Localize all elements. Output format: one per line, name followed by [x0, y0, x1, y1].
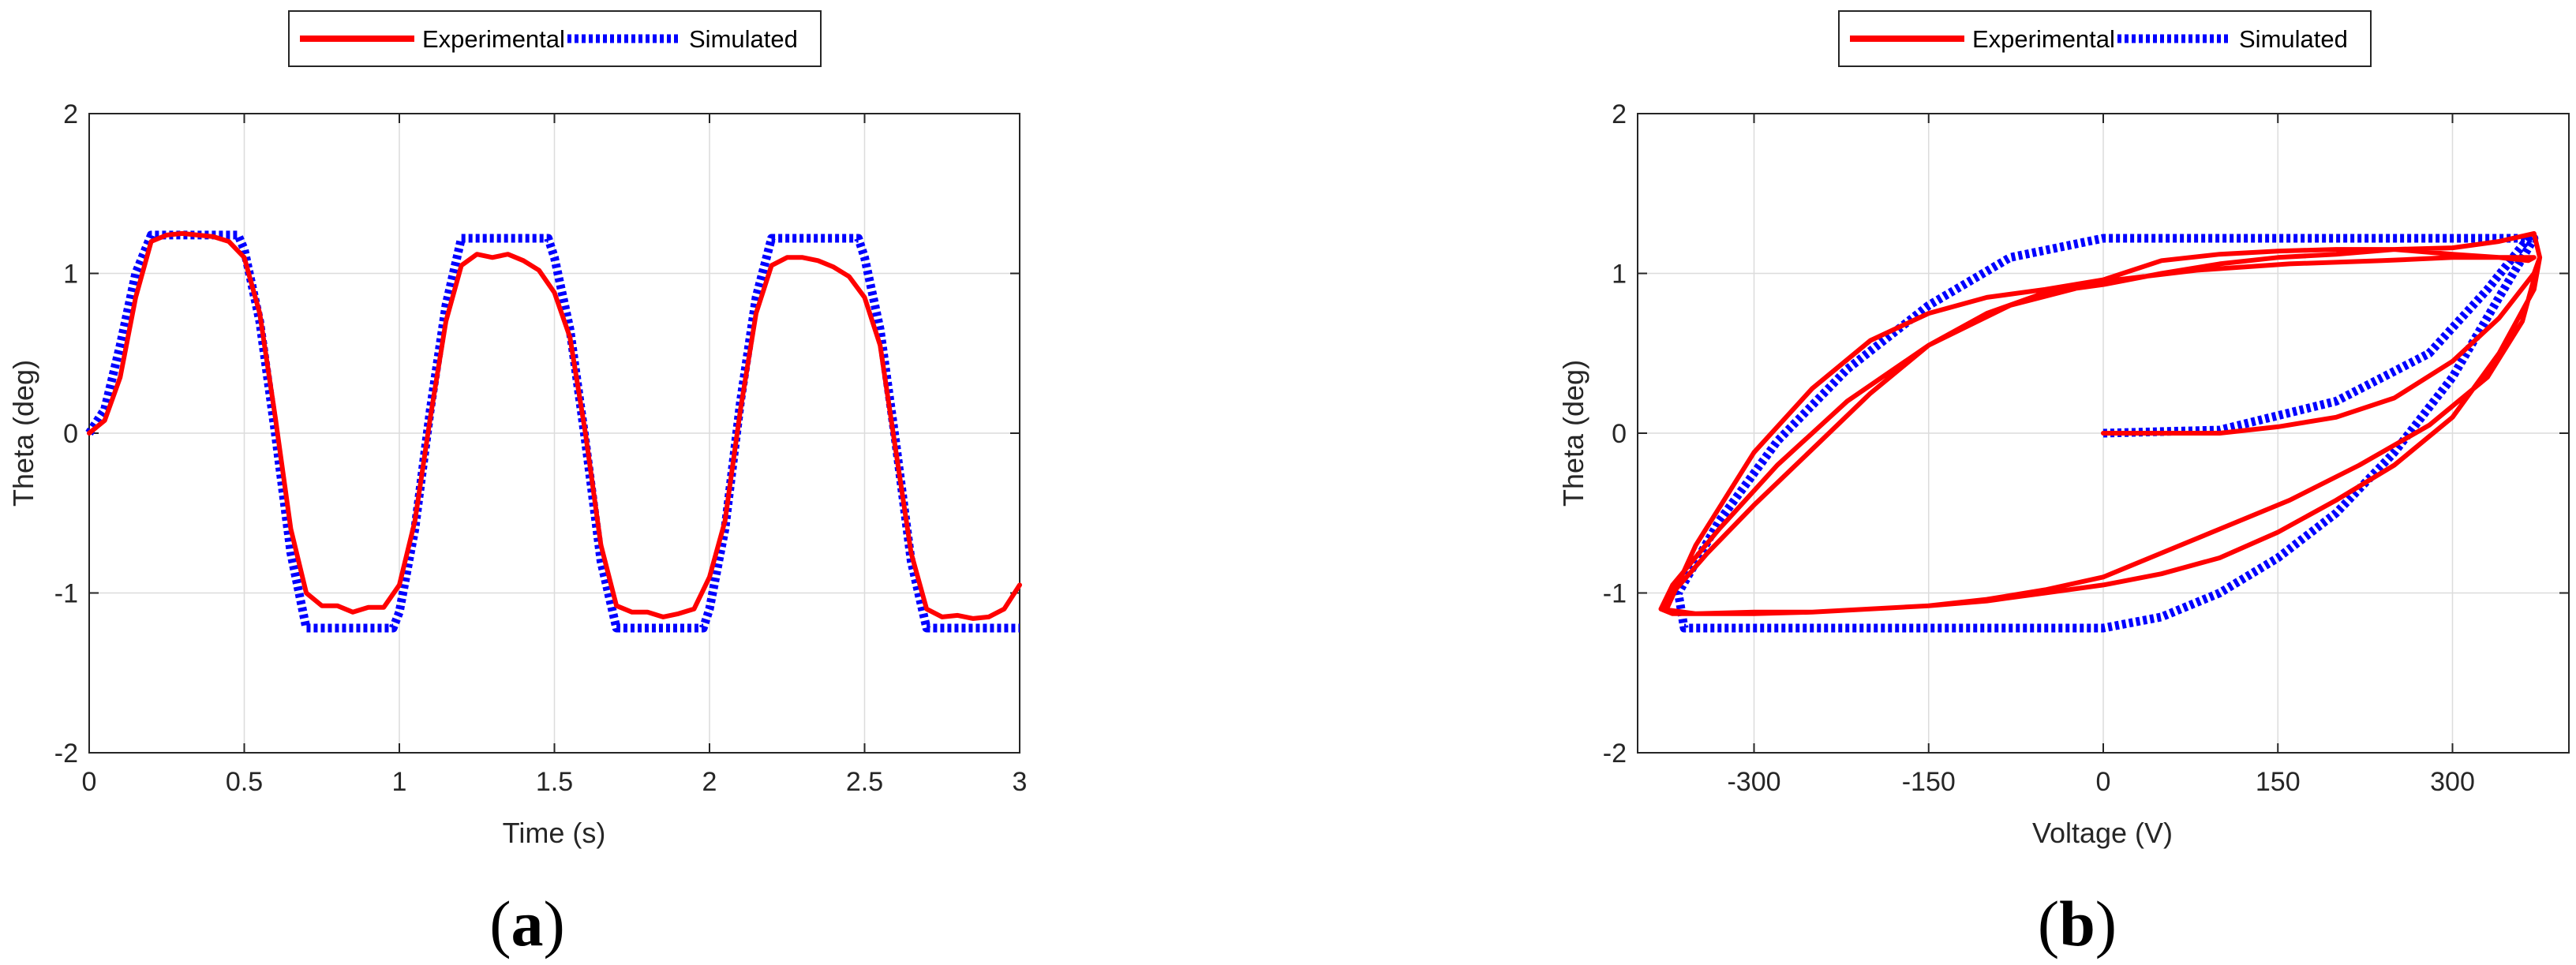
x-tick-label-b: -150 [1902, 767, 1956, 797]
y-axis-label-a: Theta (deg) [7, 360, 39, 507]
x-tick-label-b: 150 [2256, 767, 2301, 797]
y-tick-label-a: -1 [54, 579, 78, 609]
y-tick-label-b: -1 [1603, 579, 1627, 609]
x-tick-label-a: 1.5 [536, 767, 573, 797]
x-tick-label-a: 3 [1013, 767, 1028, 797]
series-b [1658, 230, 2543, 633]
y-tick-label-b: 0 [1612, 419, 1627, 449]
x-tick-label-b: 0 [2096, 767, 2111, 797]
y-tick-label-a: 1 [63, 260, 78, 290]
legend-a: Experimental Simulated [288, 10, 822, 67]
ticks-a: 0 0.5 1 1.5 2 2.5 3 -2 -1 0 1 2 [54, 99, 1028, 797]
x-tick-label-a: 2 [702, 767, 717, 797]
y-tick-label-a: -2 [54, 739, 78, 769]
series-line-experimental-b [1658, 230, 2543, 616]
chart-panel-b: -300 -150 0 150 300 -2 -1 0 1 2 Voltage (V) Theta… [1557, 10, 2570, 959]
x-tick-label-a: 1 [392, 767, 407, 797]
series-a [85, 230, 1022, 633]
series-line-simulated-a [85, 230, 1020, 633]
y-tick-label-b: 2 [1612, 99, 1627, 129]
caption-close-b: ) [2095, 888, 2117, 959]
series-line-simulated-b [1674, 234, 2539, 633]
y-tick-label-b: -2 [1603, 739, 1627, 769]
caption-a: (a) [489, 888, 565, 959]
ticks-b: -300 -150 0 150 300 -2 -1 0 1 2 [1603, 99, 2569, 797]
legend-b: Experimental Simulated [1838, 10, 2372, 67]
y-tick-label-a: 0 [63, 419, 78, 449]
grid-a [88, 113, 1020, 754]
caption-letter-b: b [2059, 888, 2095, 959]
y-axis-label-b: Theta (deg) [1557, 360, 1589, 507]
legend-label-simulated-a: Simulated [689, 25, 798, 53]
x-tick-label-b: 300 [2430, 767, 2475, 797]
caption-b: (b) [2038, 888, 2117, 959]
series-line-experimental-a [87, 230, 1022, 621]
x-axis-label-b: Voltage (V) [2032, 817, 2173, 849]
legend-label-simulated-b: Simulated [2239, 25, 2348, 53]
legend-label-experimental-a: Experimental [422, 25, 565, 53]
x-axis-label-a: Time (s) [503, 817, 606, 849]
caption-open-b: ( [2038, 888, 2059, 959]
legend-label-experimental-b: Experimental [1972, 25, 2115, 53]
x-tick-label-a: 2.5 [846, 767, 883, 797]
chart-panel-a: 0 0.5 1 1.5 2 2.5 3 -2 -1 0 1 2 Time (s) Theta (deg… [7, 10, 1028, 959]
x-tick-label-a: 0.5 [226, 767, 263, 797]
x-tick-label-a: 0 [82, 767, 97, 797]
y-tick-label-b: 1 [1612, 260, 1627, 290]
caption-open-a: ( [489, 888, 511, 959]
caption-close-a: ) [544, 888, 565, 959]
x-tick-label-b: -300 [1727, 767, 1780, 797]
caption-letter-a: a [511, 888, 544, 959]
y-tick-label-a: 2 [63, 99, 78, 129]
